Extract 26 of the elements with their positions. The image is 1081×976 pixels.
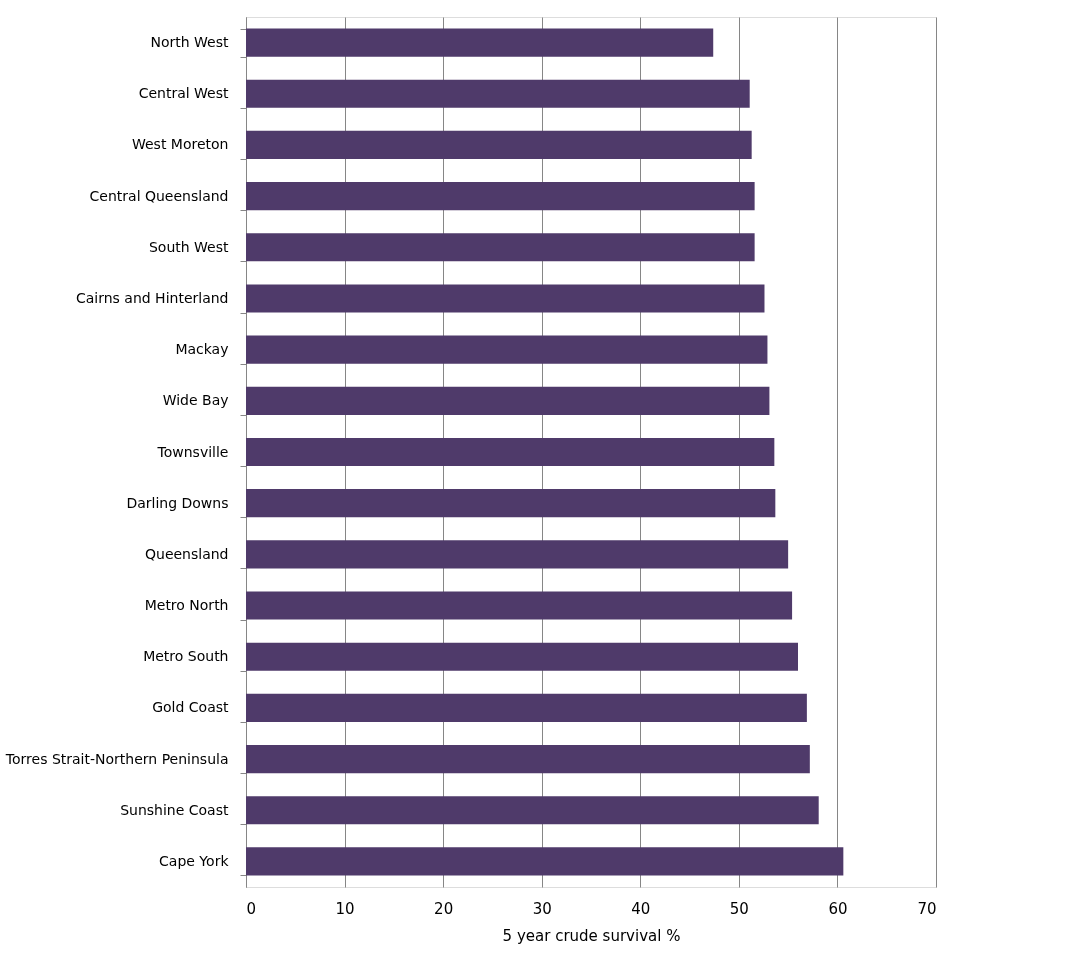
- x-tick-label: 10: [335, 899, 355, 918]
- y-tick-label: Sunshine Coast: [120, 801, 229, 818]
- x-axis-title: 5 year crude survival %: [502, 926, 681, 945]
- y-tick-label: South West: [148, 238, 229, 255]
- y-tick-label: Queensland: [144, 545, 229, 562]
- x-tick-label: 20: [434, 899, 454, 918]
- x-tick-label: 50: [729, 899, 749, 918]
- y-tick-label: Wide Bay: [162, 392, 229, 409]
- y-tick-label: Darling Downs: [126, 494, 229, 511]
- y-tick-label: Gold Coast: [152, 699, 230, 716]
- y-tick-label: Metro North: [144, 597, 229, 614]
- y-tick-label: North West: [150, 34, 229, 51]
- y-tick-label: Metro South: [143, 648, 229, 665]
- y-tick-label: Cairns and Hinterland: [75, 289, 229, 306]
- x-tick-label: 40: [631, 899, 651, 918]
- x-tick-label: 60: [828, 899, 848, 918]
- y-tick-label: Townsville: [156, 443, 229, 460]
- y-tick-label: Central West: [138, 85, 229, 102]
- y-tick-label: Central Queensland: [89, 187, 229, 204]
- y-tick-label: Cape York: [159, 852, 230, 869]
- x-tick-label: 0: [246, 899, 257, 918]
- x-tick-label: 30: [532, 899, 552, 918]
- x-tick-label: 70: [917, 899, 937, 918]
- y-tick-label: Torres Strait-Northern Peninsula: [4, 750, 229, 767]
- y-tick-label: Mackay: [175, 341, 229, 358]
- y-tick-label: West Moreton: [131, 136, 229, 153]
